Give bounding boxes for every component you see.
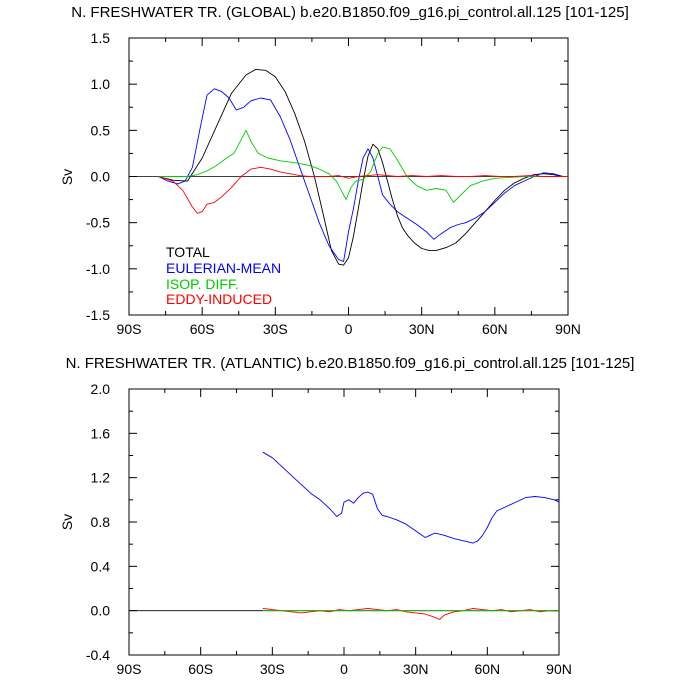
global-legend: TOTAL EULERIAN-MEAN ISOP. DIFF. EDDY-IND… [166,244,281,307]
global-series-isop-diff [158,129,568,203]
atlantic-x-tick-label: 30S [260,661,285,677]
atlantic-y-tick-label: 0.0 [91,603,111,619]
legend-eddy-induced: EDDY-INDUCED [166,291,272,307]
atlantic-x-tick-label: 30N [403,661,429,677]
atlantic-x-tick-label: 90S [117,661,142,677]
atlantic-y-tick-label: 1.2 [91,470,111,486]
global-y-tick-label: -0.5 [86,215,110,231]
global-y-tick-label: 0.5 [91,122,111,138]
atlantic-plot-frame [128,388,560,656]
atlantic-x-tick-label: 90N [546,661,572,677]
global-chart-title: N. FRESHWATER TR. (GLOBAL) b.e20.B1850.f… [71,4,629,21]
atlantic-series-eddy-induced [262,608,559,620]
global-series-total [158,68,568,266]
atlantic-series-lines [262,451,560,620]
global-series-eulerian-mean [158,88,568,262]
global-y-tick-label: 1.0 [91,76,111,92]
atlantic-y-tick-label: -0.4 [86,647,110,663]
global-x-tick-label: 90S [117,321,142,337]
atlantic-x-tick-label: 60N [474,661,500,677]
atlantic-ticks: 90S 60S 30S 0 30N 60N 90N -0.4 0.0 0.4 0.8 1.2 1.6 2.… [86,381,572,677]
atlantic-y-axis-label: Sv [59,514,75,530]
global-y-tick-label: 1.5 [91,30,111,46]
global-y-tick-label: -1.0 [86,261,110,277]
global-y-tick-label: -1.5 [86,307,110,323]
global-x-tick-label: 60S [190,321,215,337]
global-x-tick-label: 30S [263,321,288,337]
atlantic-x-tick-label: 0 [340,661,348,677]
global-x-tick-label: 30N [409,321,435,337]
global-series-lines [158,68,568,266]
global-series-eddy-induced [158,166,568,214]
atlantic-y-tick-label: 1.6 [91,425,111,441]
global-y-tick-label: 0.0 [91,169,111,185]
global-y-axis-label: Sv [59,169,75,185]
global-ticks: 90S 60S 30S 0 30N 60N 90N -1.5 -1.0 -0.5 0.0 0.5 1.0… [86,30,581,337]
global-x-tick-label: 0 [345,321,353,337]
global-x-tick-label: 90N [555,321,581,337]
atlantic-panel: N. FRESHWATER TR. (ATLANTIC) b.e20.B1850… [59,355,634,677]
global-panel: N. FRESHWATER TR. (GLOBAL) b.e20.B1850.f… [59,4,629,337]
legend-eulerian-mean: EULERIAN-MEAN [166,260,281,276]
atlantic-y-tick-label: 0.8 [91,514,111,530]
legend-isop-diff: ISOP. DIFF. [166,276,239,292]
atlantic-chart-title: N. FRESHWATER TR. (ATLANTIC) b.e20.B1850… [66,355,635,372]
legend-total: TOTAL [166,244,210,260]
atlantic-x-tick-label: 60S [188,661,213,677]
atlantic-y-tick-label: 2.0 [91,381,111,397]
atlantic-series-eulerian-mean [262,451,560,544]
atlantic-y-tick-label: 0.4 [91,558,111,574]
global-x-tick-label: 60N [482,321,508,337]
